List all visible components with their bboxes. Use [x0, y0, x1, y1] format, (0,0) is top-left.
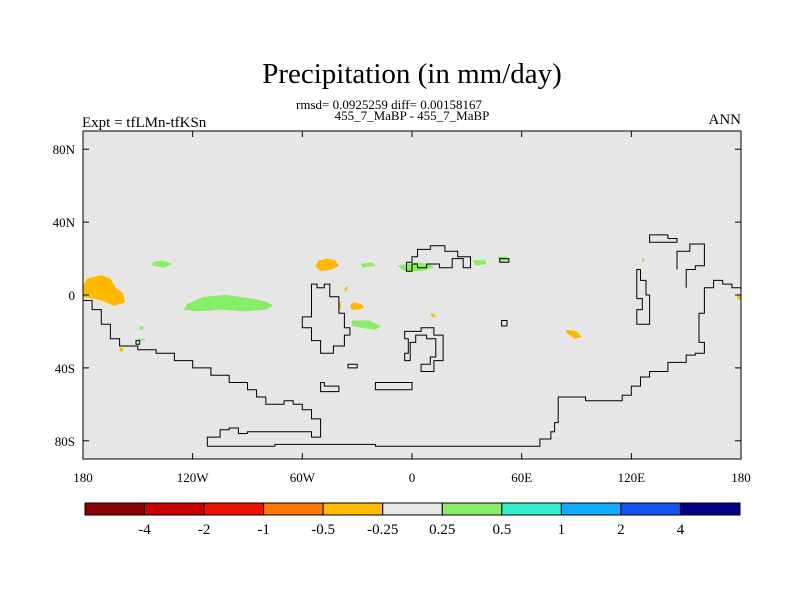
- anomaly-region-2: [315, 258, 339, 272]
- coastline-north-tethys-island: [406, 245, 471, 272]
- colorbar-swatch: [263, 502, 324, 516]
- coastline-layer: [83, 234, 741, 447]
- y-tick-label: 80S: [55, 434, 75, 449]
- coastline-ring-island: [404, 327, 444, 372]
- anomaly-region-4: [344, 285, 348, 292]
- anomaly-region-12: [360, 262, 376, 268]
- y-tick-label: 80N: [53, 142, 76, 157]
- experiment-label: Expt = tfLMn-tfKSn: [82, 115, 207, 131]
- coastline-pangea-west: [83, 279, 741, 447]
- colorbar-label: -0.25: [367, 522, 398, 538]
- colorbar-swatch: [382, 502, 443, 516]
- colorbar-label: 2: [617, 522, 625, 538]
- colorbar-swatch: [560, 502, 622, 516]
- anomaly-region-6: [430, 313, 436, 317]
- y-tick-label: 0: [69, 288, 76, 303]
- map-background: [83, 131, 741, 459]
- colorbar-label: 1: [558, 522, 566, 538]
- anomaly-region-8: [565, 329, 582, 339]
- y-tick-label: 40S: [55, 361, 75, 376]
- colorbar-label: -4: [138, 522, 151, 538]
- colorbar-swatch: [501, 502, 562, 516]
- colorbar-label: -0.5: [311, 522, 335, 538]
- coastline-northeast-peninsula: [676, 243, 705, 288]
- colorbar-swatch: [144, 502, 205, 516]
- coastline-east-inner-island: [636, 269, 651, 325]
- case-line: 455_7_MaBP - 455_7_MaBP: [335, 108, 490, 123]
- coastline-tethys-islet: [501, 320, 508, 327]
- colorbar-label: 0.25: [429, 522, 455, 538]
- x-tick-label: 120E: [618, 470, 646, 485]
- colorbar: -4 -2 -1 -0.5 -0.25 0.25 0.5 1 2 4: [84, 502, 741, 538]
- coastline-small-south-island: [347, 363, 358, 369]
- x-tick-label: 60E: [511, 470, 532, 485]
- colorbar-label: -2: [198, 522, 211, 538]
- x-axis: 180 120W 60W 0 60E 120E 180: [73, 131, 751, 485]
- coastline-small-east-island: [499, 258, 510, 263]
- coastline-northeast-island: [649, 234, 678, 243]
- anomaly-region-13: [351, 320, 381, 330]
- coastline-south-spit-a: [320, 382, 340, 393]
- anomaly-layer: [83, 256, 741, 352]
- x-tick-label: 180: [731, 470, 751, 485]
- anomaly-region-9: [737, 295, 741, 301]
- chart-title: Precipitation (in mm/day): [262, 58, 562, 90]
- x-tick-label: 0: [409, 470, 416, 485]
- colorbar-label: 0.5: [492, 522, 511, 538]
- anomaly-region-16: [497, 256, 509, 263]
- anomaly-region-3: [349, 302, 365, 310]
- colorbar-swatch: [84, 502, 146, 516]
- y-tick-label: 40N: [53, 215, 76, 230]
- anomaly-region-18: [139, 326, 144, 330]
- colorbar-swatch: [679, 502, 741, 516]
- coastline-pacific-islet: [135, 340, 141, 345]
- anomaly-region-10: [183, 295, 274, 312]
- anomaly-region-19: [642, 258, 645, 263]
- coastline-west-tethys-island: [301, 283, 351, 354]
- y-axis: 80N 40N 0 40S 80S: [53, 142, 741, 449]
- colorbar-swatch: [203, 502, 265, 516]
- x-tick-label: 180: [73, 470, 93, 485]
- coastline-south-spit-b: [374, 382, 413, 391]
- anomaly-region-7: [119, 347, 124, 352]
- anomaly-region-11: [152, 260, 173, 268]
- x-tick-label: 60W: [290, 470, 316, 485]
- colorbar-swatch: [620, 502, 681, 516]
- colorbar-swatch: [322, 502, 384, 516]
- anomaly-region-1: [83, 275, 125, 306]
- season-label: ANN: [709, 112, 742, 128]
- anomaly-region-15: [472, 260, 487, 266]
- colorbar-swatch: [441, 502, 503, 516]
- x-tick-label: 120W: [177, 470, 210, 485]
- colorbar-label: 4: [677, 522, 685, 538]
- stats-line: rmsd= 0.0925259 diff= 0.00158167: [296, 97, 482, 112]
- colorbar-label: -1: [257, 522, 270, 538]
